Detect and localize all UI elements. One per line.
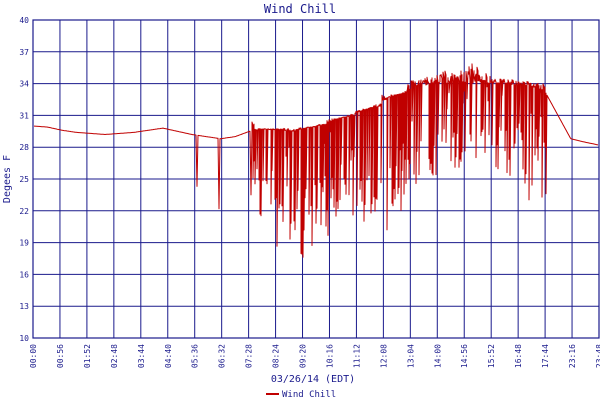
- x-tick-label: 14:56: [460, 344, 469, 368]
- legend-label: Wind Chill: [282, 390, 336, 400]
- x-tick-label: 23:48: [595, 344, 600, 368]
- y-tick-label: 22: [19, 207, 29, 216]
- y-tick-label: 28: [19, 143, 29, 152]
- y-axis-label: Degees F: [2, 155, 13, 203]
- plot-frame: [32, 19, 600, 339]
- x-tick-label: 23:16: [568, 344, 577, 368]
- x-tick-label: 03:44: [137, 344, 146, 368]
- x-tick-label: 09:20: [299, 344, 308, 368]
- x-tick-label: 16:48: [514, 344, 523, 368]
- x-tick-label: 14:00: [433, 344, 442, 368]
- x-tick-label: 00:56: [56, 344, 65, 368]
- chart-title: Wind Chill: [264, 2, 336, 16]
- x-tick-label: 00:00: [29, 344, 38, 368]
- y-tick-label: 16: [19, 270, 29, 279]
- x-tick-label: 04:40: [164, 344, 173, 368]
- y-tick-label: 40: [19, 16, 29, 25]
- y-tick-label: 37: [19, 48, 29, 57]
- x-tick-label: 01:52: [83, 344, 92, 368]
- x-axis-ticks: 00:00 00:56 01:52 02:48 03:44 04:40 05:36 06:32…: [29, 344, 600, 368]
- y-tick-label: 19: [19, 239, 29, 248]
- y-tick-label: 31: [19, 111, 29, 120]
- x-tick-label: 12:08: [379, 344, 388, 368]
- x-axis-label: 03/26/14 (EDT): [271, 374, 355, 385]
- x-tick-label: 02:48: [110, 344, 119, 368]
- x-tick-label: 15:52: [487, 344, 496, 368]
- y-tick-label: 13: [19, 302, 29, 311]
- x-tick-label: 10:16: [325, 344, 334, 368]
- y-tick-label: 34: [19, 80, 29, 89]
- legend: Wind Chill: [266, 390, 336, 400]
- x-tick-label: 11:12: [352, 344, 361, 368]
- x-tick-label: 08:24: [272, 344, 281, 368]
- x-tick-label: 17:44: [541, 344, 550, 368]
- y-tick-label: 10: [19, 334, 29, 343]
- x-tick-label: 06:32: [218, 344, 227, 368]
- x-tick-label: 07:28: [245, 344, 254, 368]
- y-axis-ticks: 10 13 16 19 22 25 28 31 34 37 40: [19, 16, 29, 343]
- x-tick-label: 05:36: [191, 344, 200, 368]
- series-wind-chill: [34, 63, 599, 258]
- y-tick-label: 25: [19, 175, 29, 184]
- x-tick-label: 13:04: [406, 344, 415, 368]
- series-line: [34, 63, 599, 258]
